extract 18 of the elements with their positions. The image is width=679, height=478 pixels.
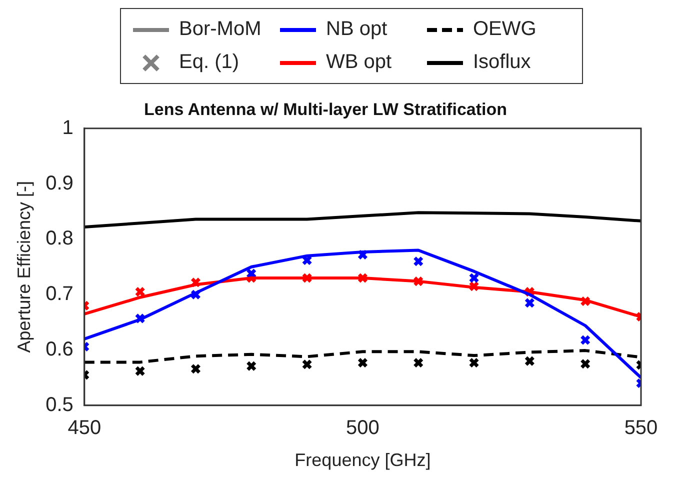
y-axis-title: Aperture Efficiency [-] [14,181,34,353]
y-tick-label: 1 [62,116,74,139]
x-tick-label: 500 [346,416,380,439]
legend-label: WB opt [326,51,392,74]
y-tick-label: 0.5 [46,394,74,416]
chart-title: Lens Antenna w/ Multi-layer LW Stratification [144,100,508,119]
y-tick-label: 0.6 [46,338,74,361]
legend-label: NB opt [326,18,388,41]
y-tick-label: 0.8 [46,228,74,250]
legend-label: Isoflux [473,51,531,74]
x-tick-label: 450 [68,416,102,439]
legend-label: Eq. (1) [179,51,240,74]
legend-label: OEWG [473,18,536,41]
legend-label: Bor-MoM [179,18,262,41]
y-tick-label: 0.7 [46,283,74,306]
x-tick-label: 550 [624,416,658,439]
x-axis-title: Frequency [GHz] [294,450,431,470]
y-tick-label: 0.9 [46,172,74,194]
